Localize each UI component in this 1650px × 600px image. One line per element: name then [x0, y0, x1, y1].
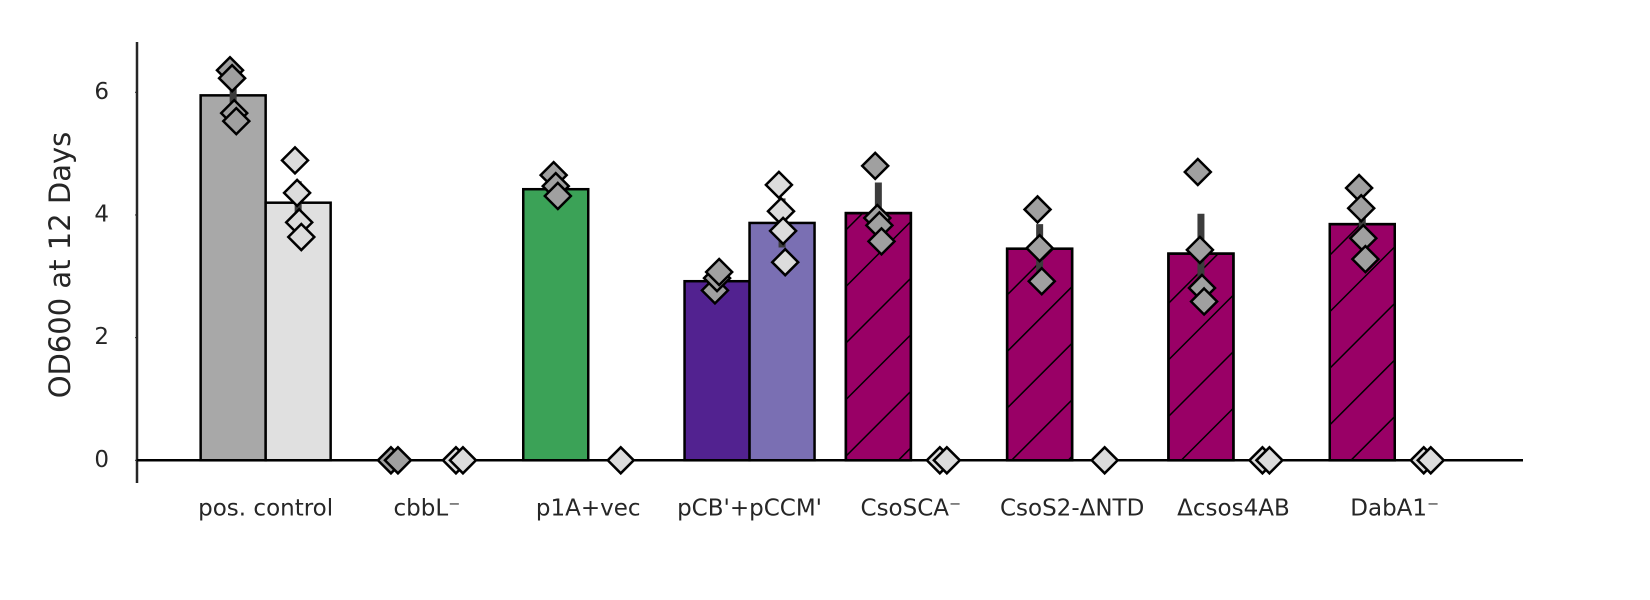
bar [199, 94, 267, 462]
data-point [286, 222, 317, 252]
data-point [1254, 445, 1285, 476]
data-point [221, 106, 252, 136]
data-point [282, 178, 312, 208]
bar [683, 279, 751, 462]
data-point [1415, 445, 1446, 476]
data-point [1026, 266, 1057, 296]
x-tick-label: Δcsos4AB [1177, 496, 1290, 522]
data-point [217, 63, 247, 93]
x-tick-label: cbbL⁻ [394, 496, 461, 522]
x-tick-label: pCB'+pCCM' [677, 496, 822, 522]
x-tick-label: CsoS2-ΔNTD [1000, 496, 1144, 522]
y-axis-label: OD600 at 12 Days [43, 132, 77, 399]
data-point [605, 445, 636, 476]
data-point [768, 216, 798, 246]
data-point [1189, 286, 1219, 317]
data-point [448, 445, 478, 476]
x-tick-label: p1A+vec [536, 496, 641, 522]
data-point [770, 247, 800, 277]
x-tick-label: CsoSCA⁻ [861, 496, 962, 522]
data-point [866, 226, 897, 257]
data-point [1346, 193, 1376, 223]
y-tick-label: 6 [94, 79, 109, 105]
y-tick-label: 2 [94, 324, 109, 350]
data-point [932, 445, 962, 476]
data-point [1022, 194, 1053, 225]
data-point [1350, 244, 1381, 274]
data-point [1185, 235, 1215, 265]
data-point [1089, 445, 1120, 476]
data-point [1183, 157, 1213, 187]
y-tick-label: 0 [94, 447, 109, 473]
data-point [764, 170, 794, 200]
data-point [383, 445, 413, 476]
y-tick-label: 4 [94, 201, 109, 227]
data-point [280, 145, 310, 176]
x-tick-label: pos. control [198, 496, 333, 522]
data-point [1024, 233, 1055, 263]
data-point [860, 151, 890, 181]
data-point [704, 257, 734, 287]
data-point [543, 181, 573, 211]
bar [522, 187, 590, 462]
x-tick-label: DabA1⁻ [1350, 496, 1439, 522]
